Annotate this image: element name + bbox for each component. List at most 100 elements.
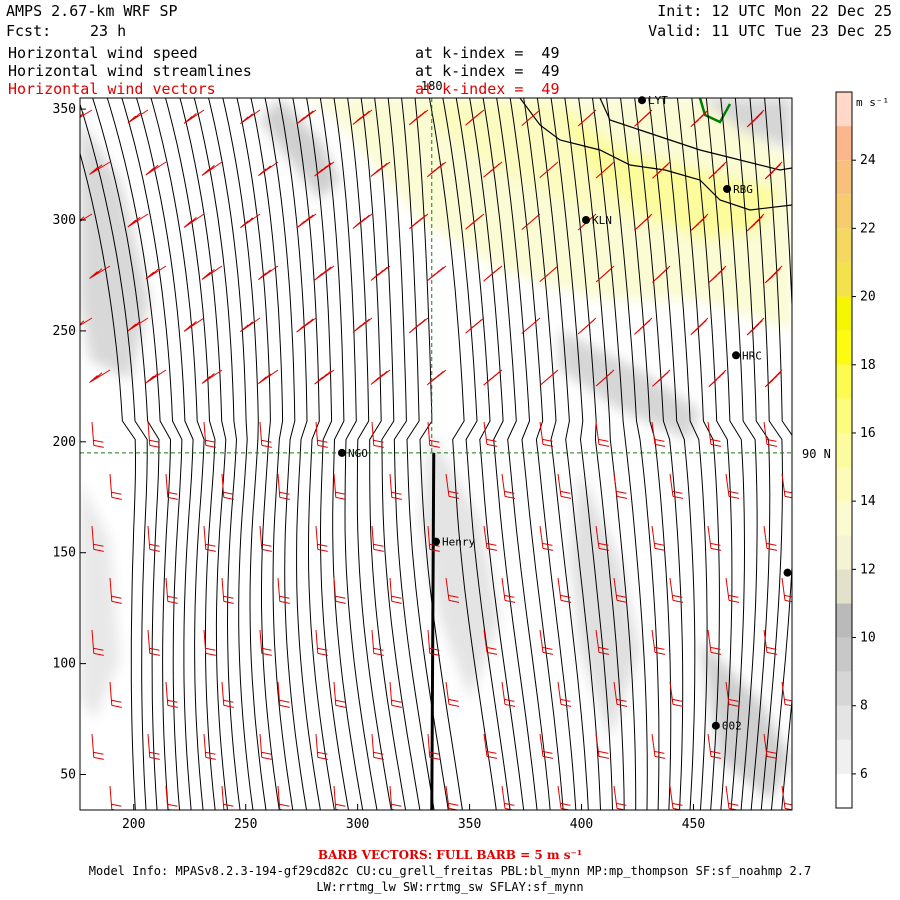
- wind-barb: [259, 525, 272, 552]
- wind-barb: [277, 473, 290, 500]
- wind-barb: [259, 733, 272, 760]
- streamline: [469, 98, 538, 810]
- x-tick-label: 350: [458, 817, 481, 832]
- colorbar-swatch: [836, 705, 852, 740]
- streamline: [208, 98, 254, 810]
- streamline: [749, 98, 784, 810]
- wind-barb: [652, 265, 671, 283]
- wind-barb: [389, 473, 402, 500]
- wind-barb: [651, 421, 666, 447]
- wind-barb: [746, 213, 765, 232]
- wind-barb: [109, 681, 122, 708]
- station-marker: NGO: [337, 447, 368, 460]
- streamline: [222, 98, 267, 810]
- wind-barb: [389, 681, 402, 708]
- wind-barb: [408, 317, 429, 334]
- wind-barb: [89, 161, 111, 175]
- streamline: [676, 98, 720, 810]
- field-name-wind-vectors: Horizontal wind vectors: [8, 80, 216, 98]
- wind-barb: [465, 109, 485, 126]
- colorbar-swatch: [836, 432, 852, 468]
- wind-barb: [764, 369, 783, 388]
- wind-barb: [352, 317, 373, 333]
- wind-barb: [203, 629, 216, 656]
- colorbar-tick-label: 22: [860, 221, 876, 236]
- wind-barb: [539, 421, 554, 447]
- colorbar-swatch: [836, 330, 852, 365]
- wind-barb: [145, 369, 167, 384]
- wind-barb: [708, 161, 727, 180]
- wind-barb: [91, 525, 104, 552]
- wind-barb: [315, 733, 328, 760]
- wind-barb: [613, 785, 628, 810]
- wind-barb: [521, 109, 541, 126]
- streamline: [482, 98, 551, 810]
- wind-barb: [127, 317, 149, 332]
- wind-barb: [781, 785, 792, 810]
- wind-barb: [764, 161, 783, 180]
- colorbar-tick-label: 8: [860, 699, 868, 714]
- wind-barb: [634, 213, 653, 231]
- colorbar-swatch: [836, 364, 852, 399]
- station-marker: KLN: [582, 214, 612, 227]
- model-title: AMPS 2.67-km WRF SP: [6, 2, 178, 20]
- colorbar-tick-label: 24: [860, 153, 876, 168]
- wind-barb: [371, 629, 384, 656]
- streamline: [442, 98, 511, 810]
- wind-barb: [669, 473, 684, 499]
- colorbar-tick-label: 10: [860, 631, 876, 646]
- wind-barb: [203, 525, 216, 552]
- wind-barb: [371, 525, 384, 552]
- colorbar-swatch: [836, 194, 852, 229]
- wind-barb: [221, 577, 234, 604]
- colorbar-swatch: [836, 739, 852, 774]
- streamline: [496, 98, 564, 810]
- colorbar-unit: m s⁻¹: [856, 96, 889, 109]
- wind-barb: [651, 525, 666, 551]
- y-tick-label: 200: [53, 435, 76, 450]
- y-tick-label: 350: [53, 102, 76, 117]
- forecast-label: Fcst:: [6, 22, 52, 40]
- wind-barb: [408, 109, 429, 126]
- wind-barb: [127, 213, 149, 228]
- streamline: [605, 98, 660, 810]
- wind-barb: [109, 473, 122, 500]
- y-tick-label: 150: [53, 546, 76, 561]
- wind-barb: [690, 213, 709, 232]
- wind-barb: [483, 733, 498, 759]
- wind-barb: [333, 681, 346, 708]
- streamline: [92, 98, 160, 810]
- wind-barb: [763, 421, 778, 447]
- wind-barb: [690, 317, 709, 336]
- wind-barb: [315, 525, 328, 552]
- wind-barb: [147, 733, 160, 760]
- streamline: [591, 98, 648, 810]
- station-label: HRC: [742, 349, 762, 362]
- wind-barb: [577, 317, 597, 335]
- wind-barb: [651, 629, 666, 655]
- x-tick-label: 450: [682, 817, 705, 832]
- field-name-streamlines: Horizontal wind streamlines: [8, 62, 252, 80]
- wind-barb: [557, 473, 572, 499]
- wind-barb: [426, 161, 447, 178]
- forecast-hour: 23 h: [90, 22, 127, 40]
- wind-barb: [613, 681, 628, 707]
- wind-barb: [465, 213, 485, 230]
- streamline: [648, 98, 696, 810]
- streamline: [80, 151, 137, 810]
- wind-barb: [539, 265, 559, 282]
- y-tick-label: 300: [53, 213, 76, 228]
- wind-barb: [239, 317, 261, 333]
- wind-barb: [80, 109, 93, 118]
- wind-barb: [539, 525, 554, 551]
- wind-barb: [613, 473, 628, 499]
- colorbar-swatch: [836, 296, 852, 331]
- streamline: [106, 98, 172, 810]
- y-tick-label: 50: [60, 768, 76, 783]
- station-marker: [783, 568, 792, 577]
- wind-barb: [557, 681, 572, 707]
- colorbar-swatch: [836, 603, 852, 638]
- streamline: [387, 98, 435, 810]
- wind-barb: [725, 785, 740, 810]
- colorbar-swatch: [836, 773, 852, 808]
